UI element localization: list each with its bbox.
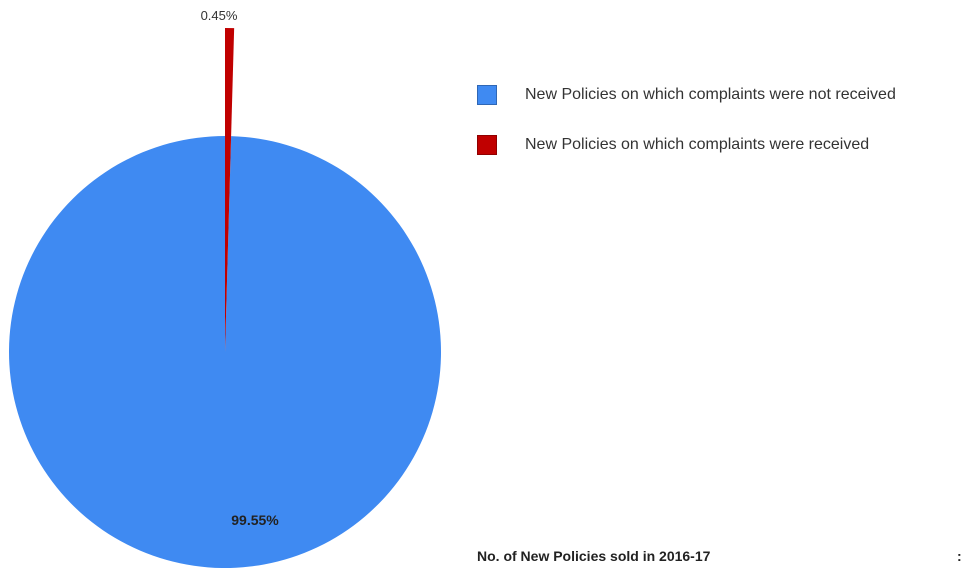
pie-slice-received	[225, 28, 235, 352]
legend: New Policies on which complaints were no…	[477, 82, 896, 182]
footer-colon: :	[957, 548, 962, 564]
legend-swatch-received	[477, 135, 497, 155]
pie-slices	[8, 28, 441, 569]
pie-data-labels: 0.45% 99.55%	[201, 8, 280, 528]
pie-slice-not-received	[8, 136, 441, 569]
legend-item: New Policies on which complaints were re…	[477, 132, 896, 158]
legend-label-received: New Policies on which complaints were re…	[525, 136, 870, 153]
legend-swatch-not-received	[477, 85, 497, 105]
footer-caption: No. of New Policies sold in 2016-17	[477, 548, 711, 564]
legend-label-not-received: New Policies on which complaints were no…	[525, 86, 896, 103]
data-label-received: 0.45%	[201, 8, 238, 23]
legend-item: New Policies on which complaints were no…	[477, 82, 896, 108]
data-label-not-received: 99.55%	[231, 512, 279, 528]
